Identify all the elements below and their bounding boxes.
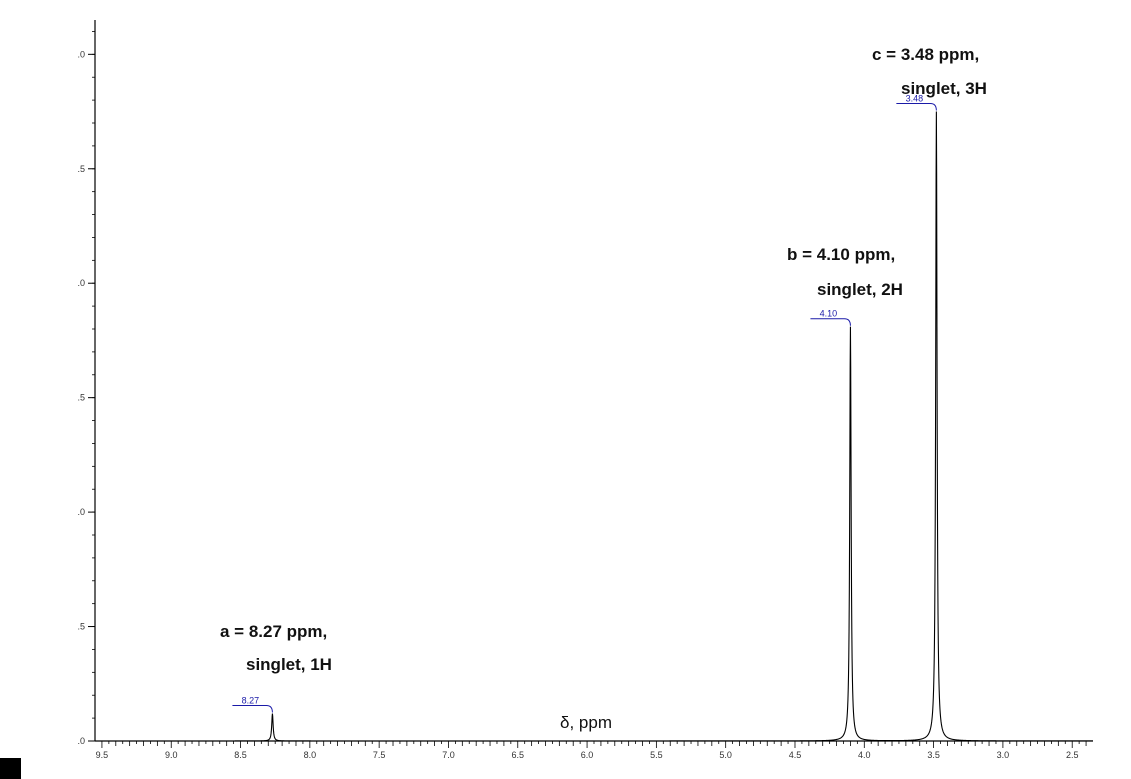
y-tick-label: .0 bbox=[77, 507, 85, 517]
x-tick-label: 6.5 bbox=[512, 750, 525, 760]
y-tick-label: .5 bbox=[77, 164, 85, 174]
peak-label-bracket bbox=[896, 103, 937, 111]
annotation-peak-a-multiplicity: singlet, 1H bbox=[246, 655, 332, 674]
x-tick-label: 3.5 bbox=[927, 750, 940, 760]
x-tick-label: 4.0 bbox=[858, 750, 871, 760]
y-tick-label: .5 bbox=[77, 622, 85, 632]
annotation-peak-a-shift: a = 8.27 ppm, bbox=[220, 622, 328, 641]
peak-label-bracket bbox=[232, 705, 273, 713]
annotation-peak-c-shift: c = 3.48 ppm, bbox=[872, 45, 980, 64]
corner-black-box bbox=[0, 758, 21, 779]
x-tick-label: 8.0 bbox=[304, 750, 317, 760]
annotation-peak-b-multiplicity: singlet, 2H bbox=[817, 280, 903, 299]
x-tick-label: 7.0 bbox=[442, 750, 455, 760]
annotation-peak-b-shift: b = 4.10 ppm, bbox=[787, 245, 896, 264]
x-tick-label: 9.0 bbox=[165, 750, 178, 760]
chart-axes: .0.5.0.5.0.5.0.59.59.08.58.07.57.06.56.0… bbox=[77, 20, 1093, 760]
spectrum-line bbox=[95, 111, 1093, 742]
peak-labels: 8.27 4.10 3.48 bbox=[232, 94, 937, 713]
x-tick-label: 4.5 bbox=[789, 750, 802, 760]
x-tick-label: 7.5 bbox=[373, 750, 386, 760]
y-tick-label: .0 bbox=[77, 278, 85, 288]
spectrum-trace bbox=[95, 111, 1093, 742]
peak-label-bracket bbox=[810, 318, 851, 326]
peak-label: 4.10 bbox=[820, 309, 838, 319]
x-axis-label: δ, ppm bbox=[560, 713, 612, 732]
y-tick-label: .5 bbox=[77, 393, 85, 403]
x-tick-label: 5.5 bbox=[650, 750, 663, 760]
peak-label: 8.27 bbox=[242, 696, 260, 706]
x-tick-label: 6.0 bbox=[581, 750, 594, 760]
annotation-peak-c-multiplicity: singlet, 3H bbox=[901, 79, 987, 98]
y-tick-label: .0 bbox=[77, 736, 85, 746]
peak-label: 3.48 bbox=[906, 94, 924, 104]
x-tick-label: 2.5 bbox=[1066, 750, 1079, 760]
x-tick-label: 9.5 bbox=[96, 750, 109, 760]
y-tick-label: .0 bbox=[77, 49, 85, 59]
x-tick-label: 3.0 bbox=[997, 750, 1010, 760]
x-tick-label: 5.0 bbox=[719, 750, 732, 760]
x-tick-label: 8.5 bbox=[234, 750, 247, 760]
